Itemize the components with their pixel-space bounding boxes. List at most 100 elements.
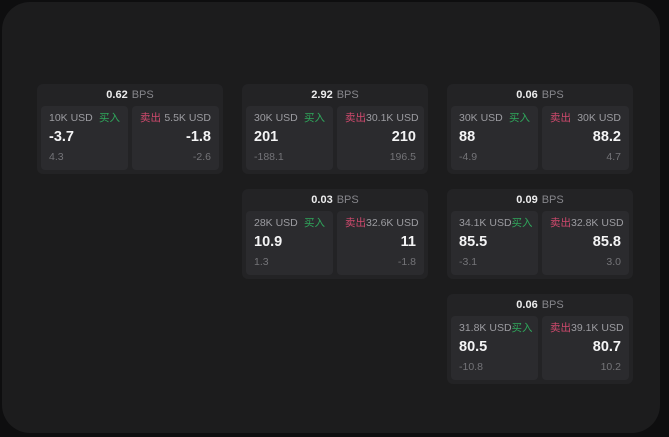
spread-value: 0.06: [516, 88, 538, 101]
buy-delta: -3.1: [459, 256, 478, 269]
sell-amount: 32.8K USD: [571, 217, 624, 229]
sell-price: 85.8: [592, 233, 621, 250]
spread-unit: BPS: [336, 88, 359, 101]
sell-tag: 卖出: [140, 112, 161, 124]
card-body: 28K USD 买入 10.9 1.3 卖出 32.6K USD 11 -1.8: [242, 211, 428, 279]
spread-header: 2.92 BPS: [242, 84, 428, 106]
quote-card: 0.03 BPS 28K USD 买入 10.9 1.3 卖出 32.6K US…: [242, 189, 428, 279]
spread-unit: BPS: [541, 298, 564, 311]
sell-amount: 30.1K USD: [366, 112, 419, 124]
buy-delta: -4.9: [459, 151, 478, 164]
buy-pane[interactable]: 30K USD 买入 88 -4.9: [451, 106, 538, 170]
buy-price: 80.5: [459, 338, 488, 355]
buy-pane[interactable]: 34.1K USD 买入 85.5 -3.1: [451, 211, 538, 275]
buy-pane-labels: 34.1K USD 买入: [459, 217, 533, 230]
buy-tag: 买入: [511, 322, 533, 334]
sell-price: 210: [391, 128, 416, 145]
spread-header: 0.03 BPS: [242, 189, 428, 211]
spread-unit: BPS: [336, 193, 359, 206]
spread-value: 0.06: [516, 298, 538, 311]
sell-amount: 30K USD: [577, 112, 621, 124]
sell-pane[interactable]: 卖出 32.8K USD 85.8 3.0: [542, 211, 629, 275]
buy-delta: -188.1: [254, 151, 284, 164]
card-body: 31.8K USD 买入 80.5 -10.8 卖出 39.1K USD 80.…: [447, 316, 633, 384]
buy-pane[interactable]: 30K USD 买入 201 -188.1: [246, 106, 333, 170]
buy-tag: 买入: [511, 217, 533, 229]
buy-price: -3.7: [49, 128, 74, 145]
sell-price: -1.8: [186, 128, 211, 145]
buy-price: 85.5: [459, 233, 488, 250]
quote-card: 0.06 BPS 31.8K USD 买入 80.5 -10.8 卖出 39.1…: [447, 294, 633, 384]
sell-delta: -1.8: [397, 256, 416, 269]
sell-pane[interactable]: 卖出 39.1K USD 80.7 10.2: [542, 316, 629, 380]
sell-pane-labels: 卖出 32.6K USD: [345, 217, 419, 230]
buy-price: 201: [254, 128, 279, 145]
sell-pane[interactable]: 卖出 32.6K USD 11 -1.8: [337, 211, 424, 275]
buy-pane-labels: 28K USD 买入: [254, 217, 325, 230]
sell-delta: 3.0: [606, 256, 621, 269]
sell-pane[interactable]: 卖出 30.1K USD 210 196.5: [337, 106, 424, 170]
buy-pane-labels: 30K USD 买入: [254, 112, 325, 125]
buy-pane-labels: 31.8K USD 买入: [459, 322, 533, 335]
sell-price: 11: [400, 233, 416, 250]
buy-tag: 买入: [509, 112, 530, 124]
sell-price: 88.2: [592, 128, 621, 145]
sell-tag: 卖出: [550, 322, 571, 334]
sell-pane-labels: 卖出 5.5K USD: [140, 112, 211, 125]
sell-pane-labels: 卖出 39.1K USD: [550, 322, 624, 335]
buy-tag: 买入: [304, 112, 325, 124]
sell-delta: 10.2: [600, 361, 621, 374]
quote-card: 0.09 BPS 34.1K USD 买入 85.5 -3.1 卖出 32.8K…: [447, 189, 633, 279]
buy-amount: 10K USD: [49, 112, 93, 124]
buy-delta: 4.3: [49, 151, 64, 164]
spread-value: 0.03: [311, 193, 333, 206]
spread-unit: BPS: [541, 193, 564, 206]
buy-pane[interactable]: 28K USD 买入 10.9 1.3: [246, 211, 333, 275]
sell-price: 80.7: [592, 338, 621, 355]
quote-card: 0.06 BPS 30K USD 买入 88 -4.9 卖出 30K USD: [447, 84, 633, 174]
spread-header: 0.09 BPS: [447, 189, 633, 211]
sell-pane[interactable]: 卖出 30K USD 88.2 4.7: [542, 106, 629, 170]
buy-tag: 买入: [99, 112, 120, 124]
buy-pane[interactable]: 31.8K USD 买入 80.5 -10.8: [451, 316, 538, 380]
sell-amount: 32.6K USD: [366, 217, 419, 229]
buy-tag: 买入: [304, 217, 325, 229]
buy-price: 10.9: [254, 233, 283, 250]
sell-tag: 卖出: [345, 217, 366, 229]
buy-delta: 1.3: [254, 256, 269, 269]
buy-pane-labels: 10K USD 买入: [49, 112, 120, 125]
spread-header: 0.62 BPS: [37, 84, 223, 106]
spread-value: 0.09: [516, 193, 538, 206]
quote-card: 0.62 BPS 10K USD 买入 -3.7 4.3 卖出 5.5K USD: [37, 84, 223, 174]
sell-amount: 5.5K USD: [164, 112, 211, 124]
sell-pane-labels: 卖出 30.1K USD: [345, 112, 419, 125]
sell-pane[interactable]: 卖出 5.5K USD -1.8 -2.6: [132, 106, 219, 170]
buy-pane-labels: 30K USD 买入: [459, 112, 530, 125]
buy-pane[interactable]: 10K USD 买入 -3.7 4.3: [41, 106, 128, 170]
sell-delta: -2.6: [192, 151, 211, 164]
buy-price: 88: [459, 128, 476, 145]
buy-amount: 31.8K USD: [459, 322, 512, 334]
buy-delta: -10.8: [459, 361, 483, 374]
trading-dashboard-panel: 0.62 BPS 10K USD 买入 -3.7 4.3 卖出 5.5K USD: [2, 2, 660, 433]
spread-unit: BPS: [131, 88, 154, 101]
sell-tag: 卖出: [550, 112, 571, 124]
card-body: 30K USD 买入 88 -4.9 卖出 30K USD 88.2 4.7: [447, 106, 633, 174]
sell-tag: 卖出: [550, 217, 571, 229]
buy-amount: 30K USD: [459, 112, 503, 124]
quote-card: 2.92 BPS 30K USD 买入 201 -188.1 卖出 30.1K …: [242, 84, 428, 174]
sell-delta: 4.7: [606, 151, 621, 164]
spread-header: 0.06 BPS: [447, 294, 633, 316]
quote-card-grid: 0.62 BPS 10K USD 买入 -3.7 4.3 卖出 5.5K USD: [37, 84, 633, 384]
spread-value: 2.92: [311, 88, 333, 101]
spread-header: 0.06 BPS: [447, 84, 633, 106]
sell-amount: 39.1K USD: [571, 322, 624, 334]
card-body: 30K USD 买入 201 -188.1 卖出 30.1K USD 210 1…: [242, 106, 428, 174]
sell-pane-labels: 卖出 32.8K USD: [550, 217, 624, 230]
spread-value: 0.62: [106, 88, 128, 101]
buy-amount: 28K USD: [254, 217, 298, 229]
card-body: 10K USD 买入 -3.7 4.3 卖出 5.5K USD -1.8 -2.…: [37, 106, 223, 174]
sell-delta: 196.5: [389, 151, 416, 164]
buy-amount: 34.1K USD: [459, 217, 512, 229]
sell-tag: 卖出: [345, 112, 366, 124]
